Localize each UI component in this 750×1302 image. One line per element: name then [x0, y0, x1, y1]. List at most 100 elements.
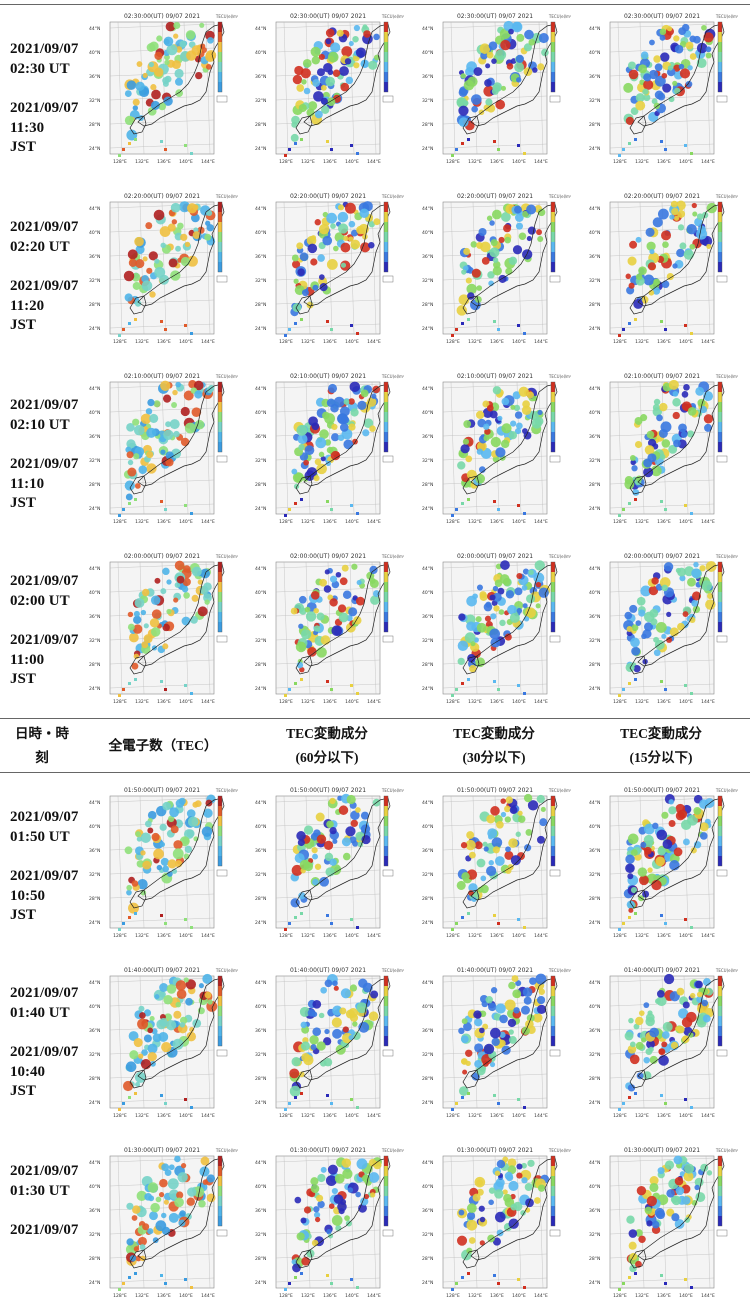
lat-tick-label: 28°N	[255, 1076, 266, 1082]
lon-tick-label: 132°E	[301, 699, 315, 705]
lat-tick-label: 44°N	[89, 386, 100, 392]
lat-tick-label: 32°N	[422, 1232, 433, 1238]
lat-tick-label: 44°N	[589, 26, 600, 32]
lat-tick-label: 28°N	[589, 1256, 600, 1262]
map-figure: 02:10:00(UT) 09/07 2021 TECU(el/m²) 44°N 40…	[89, 373, 238, 525]
lon-tick-label: 136°E	[323, 933, 337, 939]
map-figure: 01:30:00(UT) 09/07 2021 TECU(el/m²) 44°N 40…	[422, 1147, 571, 1299]
lat-tick-label: 24°N	[422, 1100, 433, 1106]
map-figure: 01:30:00(UT) 09/07 2021 TECU(el/m²) 44°N 40…	[589, 1147, 738, 1299]
lon-tick-label: 144°E	[367, 1293, 381, 1299]
lon-tick-label: 132°E	[635, 1293, 649, 1299]
lon-tick-label: 140°E	[345, 1293, 359, 1299]
lat-tick-label: 36°N	[89, 254, 100, 260]
map-figure: 02:30:00(UT) 09/07 2021 TECU(el/m²) 44°N 40…	[422, 13, 571, 165]
row-datetime-label: 2021/09/07 02:00 UT 2021/09/07 11:00 JST	[10, 572, 78, 690]
lat-tick-label: 24°N	[589, 146, 600, 152]
lat-tick-label: 36°N	[422, 614, 433, 620]
lat-tick-label: 32°N	[255, 278, 266, 284]
lat-tick-label: 44°N	[422, 206, 433, 212]
lon-tick-label: 128°E	[613, 339, 627, 345]
lat-tick-label: 32°N	[89, 1052, 100, 1058]
lat-tick-label: 32°N	[89, 638, 100, 644]
lat-tick-label: 24°N	[589, 1100, 600, 1106]
header-tec-variation-15: TEC変動成分 (15分以下)	[584, 722, 738, 770]
tec-variation-15min-map-panel: 02:30:00(UT) 09/07 2021 TECU(el/m²) 44°N 40…	[588, 10, 738, 168]
lon-tick-label: 136°E	[323, 519, 337, 525]
lon-tick-label: 132°E	[468, 339, 482, 345]
lon-tick-label: 132°E	[301, 1293, 315, 1299]
lat-tick-label: 24°N	[89, 920, 100, 926]
lat-tick-label: 32°N	[589, 872, 600, 878]
map-figure: 02:10:00(UT) 09/07 2021 TECU(el/m²) 44°N 40…	[589, 373, 738, 525]
lon-tick-label: 128°E	[446, 1293, 460, 1299]
lat-tick-label: 36°N	[422, 848, 433, 854]
lon-tick-label: 144°E	[201, 1293, 215, 1299]
tec-variation-30min-map-panel: 01:40:00(UT) 09/07 2021 TECU(el/m²) 44°N 40…	[421, 964, 571, 1122]
lat-tick-label: 24°N	[589, 920, 600, 926]
header-tec-variation-60: TEC変動成分 (60分以下)	[250, 722, 404, 770]
lat-tick-label: 40°N	[589, 1004, 600, 1010]
lon-tick-label: 140°E	[512, 519, 526, 525]
lon-tick-label: 128°E	[279, 1113, 293, 1119]
jst-date: 2021/09/07	[10, 1044, 79, 1060]
lat-tick-label: 24°N	[589, 1280, 600, 1286]
lon-tick-label: 140°E	[679, 699, 693, 705]
lon-tick-label: 140°E	[512, 699, 526, 705]
lat-tick-label: 28°N	[255, 302, 266, 308]
lon-tick-label: 132°E	[635, 159, 649, 165]
lon-tick-label: 132°E	[468, 699, 482, 705]
lon-tick-label: 140°E	[679, 1293, 693, 1299]
map-unit: TECU(el/m²)	[381, 194, 404, 199]
lat-tick-label: 24°N	[422, 326, 433, 332]
lat-tick-label: 40°N	[589, 410, 600, 416]
map-unit: TECU(el/m²)	[715, 14, 738, 19]
lon-tick-label: 132°E	[301, 1113, 315, 1119]
map-title: 02:00:00(UT) 09/07 2021	[124, 553, 200, 560]
tec-variation-15min-map-panel: 01:30:00(UT) 09/07 2021 TECU(el/m²) 44°N 40…	[588, 1144, 738, 1302]
map-unit: TECU(el/m²)	[215, 968, 238, 973]
header-bottom-rule	[0, 772, 750, 773]
lat-tick-label: 36°N	[255, 848, 266, 854]
map-unit: TECU(el/m²)	[381, 374, 404, 379]
lat-tick-label: 44°N	[255, 386, 266, 392]
lat-tick-label: 36°N	[89, 434, 100, 440]
tec-variation-60min-map-panel: 02:20:00(UT) 09/07 2021 TECU(el/m²) 44°N 40…	[254, 190, 404, 348]
lon-tick-label: 136°E	[157, 699, 171, 705]
lat-tick-label: 24°N	[255, 146, 266, 152]
map-figure: 02:00:00(UT) 09/07 2021 TECU(el/m²) 44°N 40…	[422, 553, 571, 705]
lat-tick-label: 32°N	[589, 638, 600, 644]
lat-tick-label: 24°N	[255, 506, 266, 512]
map-title: 02:30:00(UT) 09/07 2021	[290, 13, 366, 20]
map-figure: 01:40:00(UT) 09/07 2021 TECU(el/m²) 44°N 40…	[589, 967, 738, 1119]
lat-tick-label: 44°N	[255, 26, 266, 32]
lon-tick-label: 136°E	[157, 1113, 171, 1119]
lat-tick-label: 32°N	[422, 458, 433, 464]
lat-tick-label: 36°N	[589, 74, 600, 80]
tec-variation-30min-map-panel: 02:10:00(UT) 09/07 2021 TECU(el/m²) 44°N 40…	[421, 370, 571, 528]
map-unit: TECU(el/m²)	[548, 788, 571, 793]
tec-variation-15min-map-panel: 02:10:00(UT) 09/07 2021 TECU(el/m²) 44°N 40…	[588, 370, 738, 528]
map-unit: TECU(el/m²)	[215, 14, 238, 19]
lat-tick-label: 24°N	[255, 686, 266, 692]
header-60-line2: (60分以下)	[295, 750, 359, 765]
lon-tick-label: 132°E	[135, 1293, 149, 1299]
lon-tick-label: 132°E	[635, 933, 649, 939]
lat-tick-label: 32°N	[422, 98, 433, 104]
map-figure: 02:30:00(UT) 09/07 2021 TECU(el/m²) 44°N 40…	[89, 13, 238, 165]
lat-tick-label: 28°N	[422, 662, 433, 668]
lon-tick-label: 140°E	[345, 159, 359, 165]
map-title: 02:30:00(UT) 09/07 2021	[457, 13, 533, 20]
jst-label: JST	[10, 907, 36, 923]
utc-time: 01:40 UT	[10, 1004, 70, 1021]
lon-tick-label: 144°E	[534, 1293, 548, 1299]
lat-tick-label: 44°N	[589, 1160, 600, 1166]
lat-tick-label: 28°N	[589, 122, 600, 128]
lat-tick-label: 36°N	[89, 614, 100, 620]
lon-tick-label: 144°E	[367, 159, 381, 165]
tec-variation-60min-map-panel: 02:30:00(UT) 09/07 2021 TECU(el/m²) 44°N 40…	[254, 10, 404, 168]
map-unit: TECU(el/m²)	[715, 788, 738, 793]
utc-date: 2021/09/07	[10, 219, 79, 235]
jst-time: 11:00	[10, 651, 45, 668]
lon-tick-label: 136°E	[657, 699, 671, 705]
